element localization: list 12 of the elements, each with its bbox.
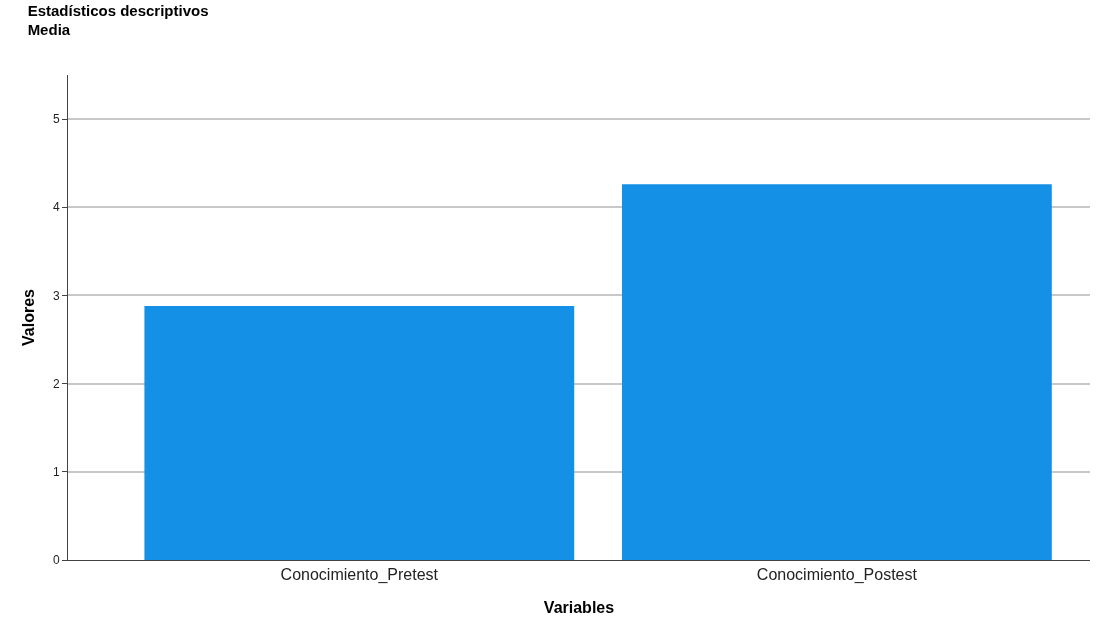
y-tick-label: 2 (52, 376, 60, 391)
x-tick-label: Conocimiento_Pretest (280, 566, 439, 585)
y-tick-label: 3 (52, 288, 60, 303)
y-tick-label: 0 (52, 553, 60, 568)
x-tick-label: Conocimiento_Postest (756, 566, 918, 585)
y-axis-title: Valores (19, 288, 37, 346)
y-tick-label: 5 (52, 112, 60, 127)
x-axis-title: Variables (543, 598, 615, 616)
y-tick-label: 1 (52, 465, 60, 480)
chart-subtitle: Media (27, 21, 71, 39)
chart-title: Estadísticos descriptivos (27, 1, 209, 19)
y-tick-label: 4 (52, 200, 60, 215)
